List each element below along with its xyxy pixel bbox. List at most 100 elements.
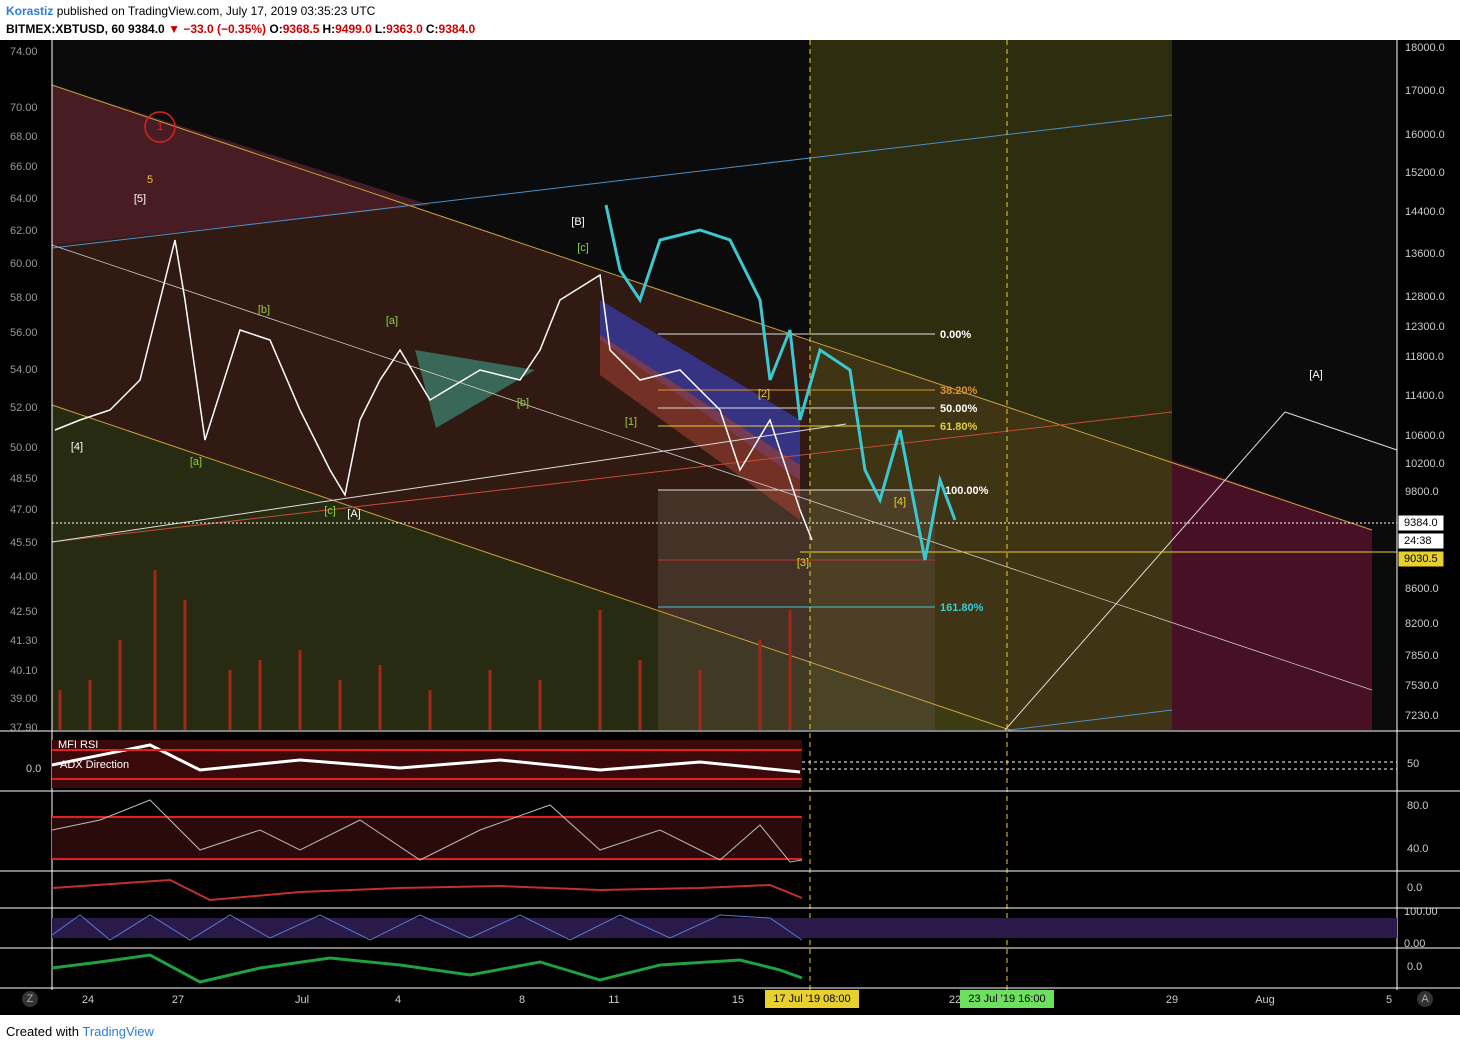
left-tick: 68.00 — [10, 131, 38, 143]
price-tick: 17000.0 — [1405, 85, 1445, 97]
fib-label: 161.80% — [940, 602, 984, 614]
price-tick: 9800.0 — [1405, 486, 1439, 498]
price-tick: 18000.0 — [1405, 42, 1445, 54]
indicator-label: ADX Direction — [60, 759, 129, 771]
price-tick: 11400.0 — [1405, 390, 1444, 402]
price-badge-text: 9030.5 — [1404, 553, 1438, 565]
footer: Created with TradingView — [6, 1024, 154, 1039]
time-tick: 22 — [949, 994, 961, 1006]
price-tick: 12800.0 — [1405, 291, 1445, 303]
left-tick: 50.00 — [10, 442, 38, 454]
published: published on TradingView.com, July 17, 2… — [56, 4, 376, 18]
left-tick: 56.00 — [10, 327, 38, 339]
time-badge-text: 17 Jul '19 08:00 — [773, 993, 850, 1005]
left-tick: 60.00 — [10, 258, 38, 270]
fib-label: 0.00% — [940, 329, 971, 341]
left-tick: 42.50 — [10, 606, 38, 618]
left-tick: 70.00 — [10, 102, 38, 114]
price-tick: 15200.0 — [1405, 167, 1445, 179]
time-tick: Jul — [295, 994, 309, 1006]
ohlc-value: 9363.0 — [386, 22, 423, 36]
wave-label: [B] — [571, 216, 584, 228]
indicator-tick: 40.0 — [1407, 843, 1428, 855]
left-tick: 64.00 — [10, 193, 38, 205]
price-badge — [1397, 532, 1445, 550]
time-tick: 8 — [519, 994, 525, 1006]
button-text[interactable]: A — [1421, 993, 1429, 1005]
indicator-tick: 0.00 — [1404, 938, 1425, 950]
time-badge — [960, 990, 1054, 1008]
time-tick: 5 — [1386, 994, 1392, 1006]
left-tick: 39.00 — [10, 693, 38, 705]
footer-text: Created with — [6, 1024, 79, 1039]
symbol: BITMEX:XBTUSD, 60 — [6, 22, 125, 36]
price-tick: 13600.0 — [1405, 248, 1445, 260]
left-tick: 37.90 — [10, 722, 38, 734]
wave-label: [5] — [134, 193, 146, 205]
left-tick: 58.00 — [10, 292, 38, 304]
button-text[interactable]: Z — [27, 993, 34, 1005]
wave-label: [3] — [797, 557, 809, 569]
left-tick: 62.00 — [10, 225, 38, 237]
ohlc-value: 9368.5 — [282, 22, 320, 36]
header-line: Korastiz published on TradingView.com, J… — [6, 4, 375, 18]
price-tick: 12300.0 — [1405, 321, 1445, 333]
fib-label: 38.20% — [940, 385, 978, 397]
wave-label: 5 — [147, 174, 153, 186]
ohlc-key: H: — [322, 22, 336, 36]
price-badge-text: 24:38 — [1404, 535, 1432, 547]
left-tick: 41.30 — [10, 635, 38, 647]
ohlc-value: 9499.0 — [335, 22, 372, 36]
left-tick: 48.50 — [10, 473, 38, 485]
time-tick: 29 — [1166, 994, 1178, 1006]
time-tick: 15 — [732, 994, 744, 1006]
wave-label: [c] — [577, 242, 589, 254]
wave-label: [a] — [386, 315, 398, 327]
time-tick: 27 — [172, 994, 184, 1006]
footer-brand[interactable]: TradingView — [82, 1024, 154, 1039]
wave-label: [4] — [71, 441, 83, 453]
price-tick: 14400.0 — [1405, 206, 1445, 218]
price-tick: 10200.0 — [1405, 458, 1445, 470]
wave-label: [c] — [324, 505, 336, 517]
indicator-tick: 0.0 — [1407, 961, 1422, 973]
time-tick: 11 — [608, 994, 619, 1006]
left-tick: 52.00 — [10, 402, 38, 414]
author[interactable]: Korastiz — [6, 4, 54, 18]
price-tick: 10600.0 — [1405, 430, 1445, 442]
time-tick: 24 — [82, 994, 94, 1006]
symbol-line: BITMEX:XBTUSD, 60 9384.0 ▼ −33.0 (−0.35%… — [6, 22, 478, 36]
price-tick: 8600.0 — [1405, 583, 1439, 595]
chart: 18000.0 17000.0 16000.0 15200.0 14400.0 13600… — [0, 40, 1460, 1015]
ohlc-key: C: — [425, 22, 439, 36]
button[interactable] — [22, 991, 38, 1007]
price-badge — [1397, 514, 1445, 532]
wave-label: [a] — [190, 456, 202, 468]
change: −33.0 (−0.35%) — [183, 22, 267, 36]
indicator-tick: 80.0 — [1407, 800, 1428, 812]
fib-label: 50.00% — [940, 403, 978, 415]
wave-label: [1] — [625, 416, 637, 428]
wave-label: 1 — [157, 121, 163, 133]
left-tick: 44.00 — [10, 571, 38, 583]
price-badge-text: 9384.0 — [1404, 517, 1438, 529]
price-tick: 7850.0 — [1405, 650, 1439, 662]
price-badge — [1397, 550, 1445, 568]
button[interactable] — [1417, 991, 1433, 1007]
price-tick: 11800.0 — [1405, 351, 1444, 363]
left-tick: 66.00 — [10, 161, 38, 173]
price-tick: 7530.0 — [1405, 680, 1439, 692]
wave-label: [4] — [894, 496, 906, 508]
fib-label: 100.00% — [945, 485, 989, 497]
indicator-label: MFI RSI — [58, 739, 98, 751]
left-tick: 40.10 — [10, 665, 38, 677]
wave-circle — [144, 111, 176, 143]
time-tick: Aug — [1255, 994, 1275, 1006]
indicator-tick: 0.0 — [1407, 882, 1422, 894]
indicator-tick: 50 — [1407, 758, 1419, 770]
fib-label: 61.80% — [940, 421, 978, 433]
ohlc-key: L: — [374, 22, 387, 36]
wave-label: [b] — [517, 397, 529, 409]
ohlc: O:9368.5 H:9499.0 L:9363.0 C:9384.0 — [269, 22, 478, 36]
